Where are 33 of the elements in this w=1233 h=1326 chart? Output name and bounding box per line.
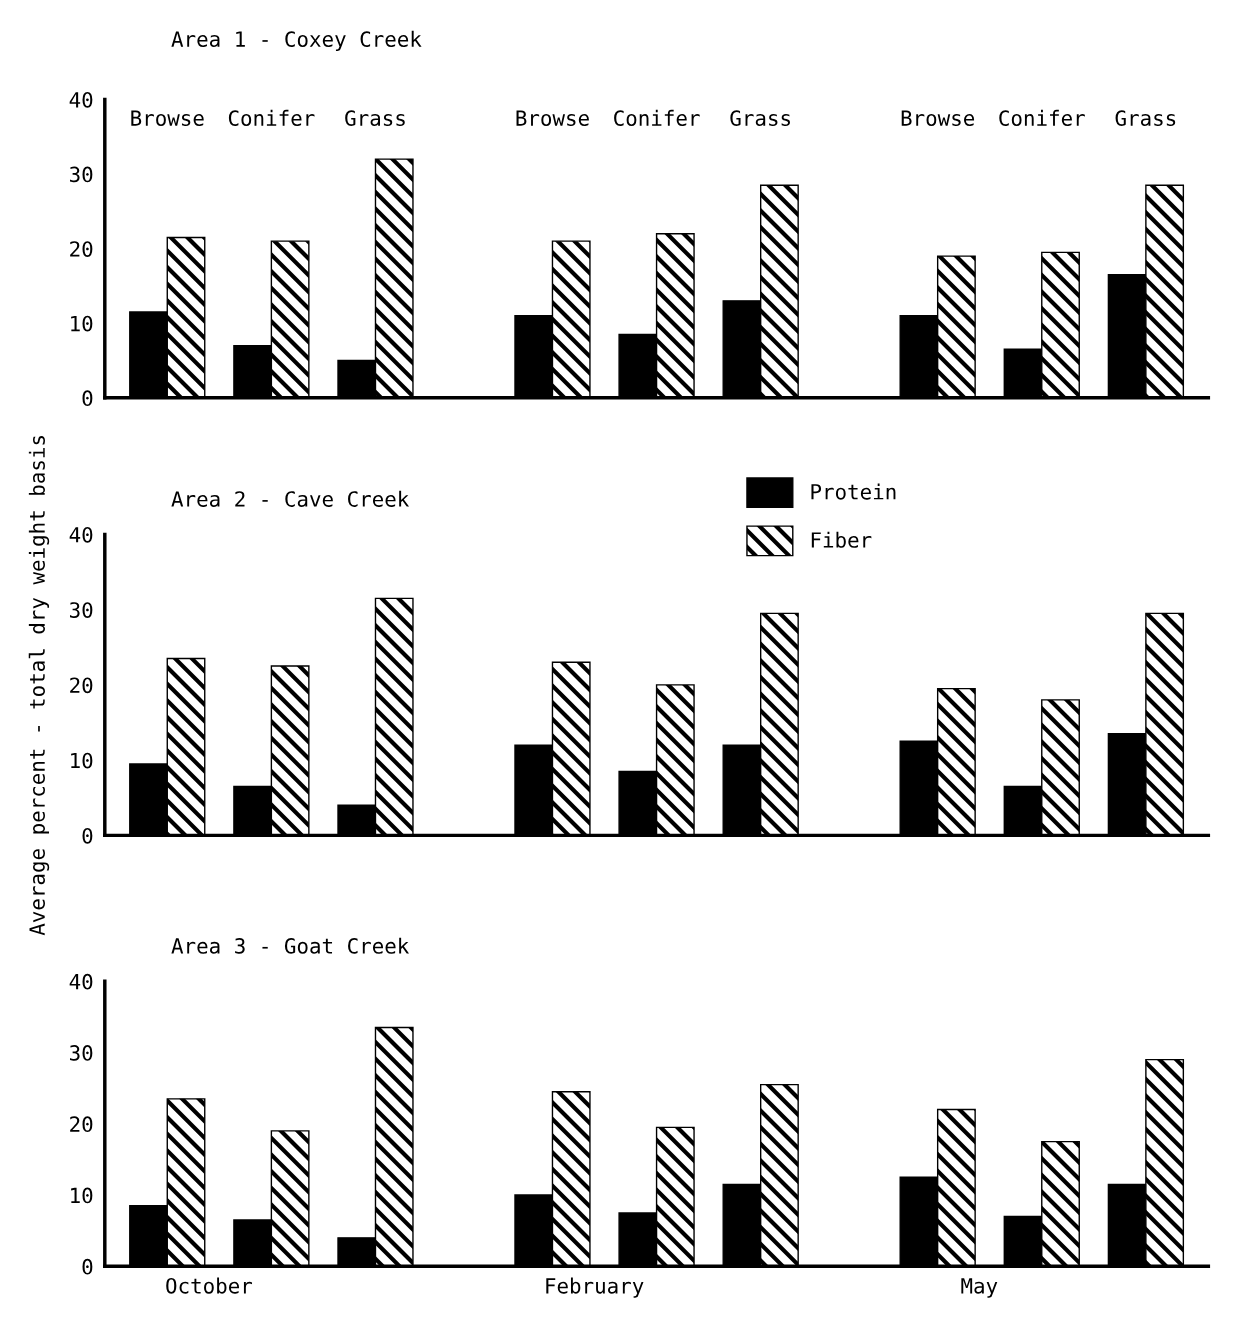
y-tick-label: 10	[71, 315, 93, 332]
y-tick-label: 30	[70, 166, 93, 183]
x-tick-label: Conifer	[228, 109, 315, 126]
x-tick-label: Conifer	[614, 109, 700, 126]
y-tick-label: 0	[82, 1258, 93, 1275]
y-tick-label: 20	[70, 1116, 93, 1133]
x-tick-label: Conifer	[999, 109, 1085, 126]
y-tick-label: 0	[82, 827, 93, 844]
chart-title: Area 1 - Coxey Creek	[171, 30, 422, 51]
y-tick-label: 40	[69, 91, 93, 108]
text: May	[961, 1278, 998, 1298]
chart-title: Area 3 - Goat Creek	[171, 937, 410, 954]
x-tick-label: Browse	[516, 110, 589, 126]
legend-label: Fiber	[811, 531, 872, 548]
x-tick-label: Browse	[131, 110, 204, 126]
y-tick-label: 20	[70, 241, 93, 257]
y-tick-label: 30	[70, 602, 93, 618]
chart-title: Area 2 - Cave Creek	[171, 490, 410, 507]
x-tick-label: Browse	[901, 110, 975, 126]
y-tick-label: 40	[69, 526, 93, 543]
text: February	[546, 1277, 644, 1298]
x-tick-label: Grass	[1115, 110, 1176, 126]
y-tick-label: 20	[70, 677, 93, 694]
x-tick-label: Grass	[345, 110, 405, 126]
x-tick-label: Grass	[730, 110, 790, 126]
y-axis-title: Average percent - total dry weight basis	[28, 436, 50, 936]
y-tick-label: 10	[71, 752, 93, 769]
y-tick-label: 0	[82, 390, 93, 407]
text: October	[166, 1277, 253, 1294]
legend-label: Protein	[811, 483, 896, 500]
y-tick-label: 10	[71, 1187, 93, 1204]
y-tick-label: 30	[70, 1045, 93, 1061]
y-tick-label: 40	[69, 973, 93, 990]
